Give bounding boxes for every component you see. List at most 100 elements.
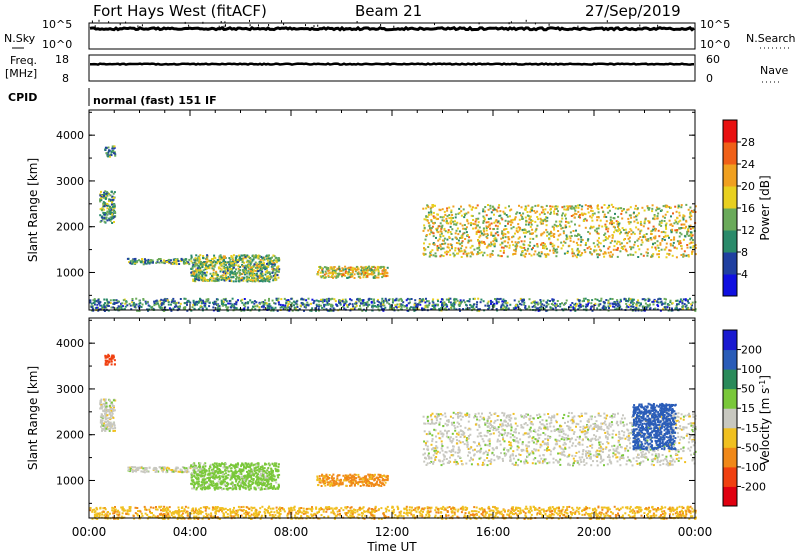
echo-point — [559, 305, 562, 308]
echo-point — [261, 274, 264, 277]
echo-point — [252, 305, 254, 308]
echo-point — [201, 301, 204, 304]
echo-point — [103, 205, 106, 208]
echo-point — [598, 224, 601, 227]
echo-point — [383, 308, 385, 310]
echo-point — [654, 242, 657, 245]
echo-point — [612, 305, 614, 308]
echo-point — [560, 247, 563, 250]
echo-point — [238, 271, 241, 274]
echo-point — [561, 308, 564, 311]
echo-point — [233, 302, 236, 305]
echo-point — [692, 239, 694, 241]
echo-point — [364, 269, 367, 272]
echo-point — [502, 210, 505, 213]
echo-point — [482, 221, 485, 224]
echo-point — [102, 306, 105, 309]
echo-point — [618, 207, 621, 210]
echo-point — [468, 236, 471, 239]
echo-point — [303, 303, 306, 306]
echo-point — [630, 301, 633, 304]
echo-point — [108, 423, 110, 426]
echo-point — [370, 301, 373, 303]
echo-point — [168, 307, 171, 310]
echo-point — [590, 305, 593, 308]
echo-point — [182, 259, 185, 262]
echo-point — [450, 247, 453, 250]
echo-point — [277, 265, 280, 268]
echo-point — [600, 299, 603, 302]
echo-point — [226, 269, 229, 272]
echo-point — [689, 213, 692, 216]
echo-point — [245, 269, 248, 272]
echo-point — [635, 302, 638, 305]
echo-point — [328, 299, 330, 302]
echo-point — [682, 305, 685, 307]
echo-point — [374, 274, 377, 277]
echo-point — [226, 272, 229, 275]
echo-point — [545, 301, 548, 304]
echo-point — [315, 309, 317, 312]
power-echoes — [89, 145, 697, 312]
echo-point — [515, 246, 518, 249]
echo-point — [345, 300, 348, 303]
echo-point — [500, 217, 503, 220]
freq-trace — [90, 62, 694, 66]
echo-point — [121, 308, 124, 311]
echo-point — [667, 234, 669, 237]
echo-point — [672, 241, 675, 244]
echo-point — [386, 274, 389, 277]
echo-point — [338, 265, 341, 268]
echo-point — [673, 238, 676, 241]
echo-point — [373, 271, 376, 274]
echo-point — [637, 301, 640, 304]
echo-point — [222, 274, 225, 277]
power-x-ticks — [88, 110, 696, 310]
echo-point — [526, 230, 529, 233]
echo-point — [601, 225, 604, 228]
echo-point — [690, 235, 693, 238]
echo-point — [270, 260, 273, 263]
echo-point — [321, 301, 324, 304]
echo-point — [246, 470, 248, 473]
echo-point — [213, 486, 216, 489]
echo-point — [492, 240, 495, 243]
echo-point — [667, 303, 670, 306]
echo-point — [168, 261, 171, 264]
echo-point — [214, 261, 217, 264]
echo-point — [625, 211, 628, 214]
echo-point — [616, 299, 619, 302]
echo-point — [628, 230, 631, 233]
echo-point — [113, 215, 116, 218]
echo-point — [596, 205, 599, 207]
echo-point — [458, 250, 461, 253]
echo-point — [654, 246, 657, 249]
echo-point — [257, 265, 260, 267]
echo-point — [220, 258, 223, 261]
echo-point — [488, 243, 491, 246]
noise-spike — [356, 21, 358, 23]
echo-point — [635, 306, 638, 309]
echo-point — [656, 217, 659, 220]
echo-point — [571, 250, 574, 253]
echo-point — [331, 274, 333, 277]
echo-point — [99, 403, 102, 406]
echo-point — [580, 213, 583, 216]
echo-point — [336, 304, 339, 307]
echo-point — [162, 299, 165, 302]
echo-point — [517, 300, 520, 303]
echo-point — [624, 248, 627, 251]
echo-point — [691, 234, 694, 237]
echo-point — [192, 280, 195, 282]
echo-point — [230, 304, 233, 307]
echo-point — [478, 244, 481, 247]
echo-point — [422, 252, 425, 255]
echo-point — [498, 215, 501, 217]
echo-point — [552, 298, 555, 301]
echo-point — [658, 297, 661, 300]
echo-point — [184, 302, 187, 305]
echo-point — [196, 263, 199, 266]
echo-point — [478, 308, 481, 311]
echo-point — [208, 267, 211, 270]
echo-point — [127, 469, 130, 472]
